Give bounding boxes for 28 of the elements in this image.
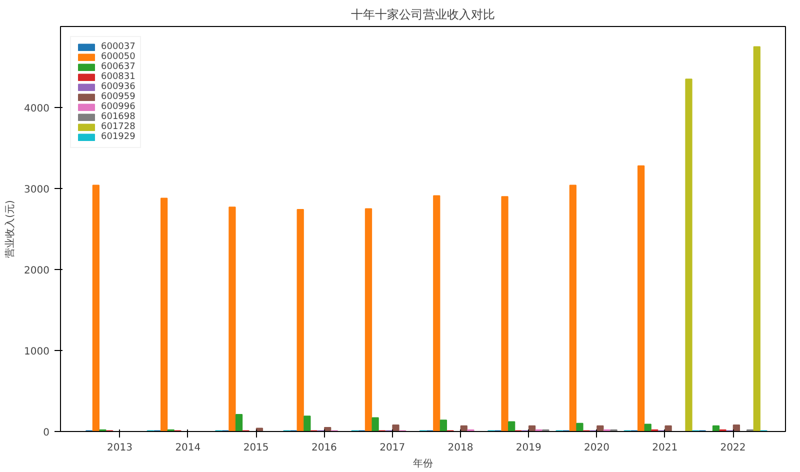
legend-label: 600959	[101, 92, 136, 102]
x-tick-label: 2020	[584, 442, 610, 454]
x-tick-label: 2014	[175, 442, 201, 454]
x-tick-label: 2019	[516, 442, 542, 454]
y-tick-label: 2000	[24, 266, 50, 276]
legend-label: 600936	[101, 82, 136, 92]
legend-label: 600037	[101, 42, 136, 52]
y-axis-title: 营业收入(元)	[4, 200, 16, 258]
x-tick-label: 2013	[107, 442, 133, 454]
legend-label: 601698	[101, 112, 136, 122]
y-tick-label: 4000	[24, 104, 50, 114]
y-tick-label: 0	[43, 428, 50, 438]
x-tick-label: 2015	[243, 442, 269, 454]
chart-title: 十年十家公司营业收入对比	[351, 8, 495, 22]
legend-label: 601929	[101, 132, 136, 142]
legend-label: 600996	[101, 102, 136, 112]
x-tick-label: 2022	[720, 442, 746, 454]
x-tick-label: 2016	[311, 442, 337, 454]
y-tick-label: 3000	[24, 184, 50, 196]
x-axis-title: 年份	[413, 458, 433, 470]
x-tick-label: 2018	[448, 442, 474, 454]
legend-label: 601728	[101, 122, 136, 132]
legend-label: 600050	[101, 52, 136, 62]
x-tick-label: 2021	[652, 442, 678, 454]
y-tick-label: 1000	[24, 346, 50, 358]
x-tick-label: 2017	[380, 442, 406, 454]
legend-label: 600637	[101, 62, 136, 72]
legend-label: 600831	[101, 72, 136, 82]
